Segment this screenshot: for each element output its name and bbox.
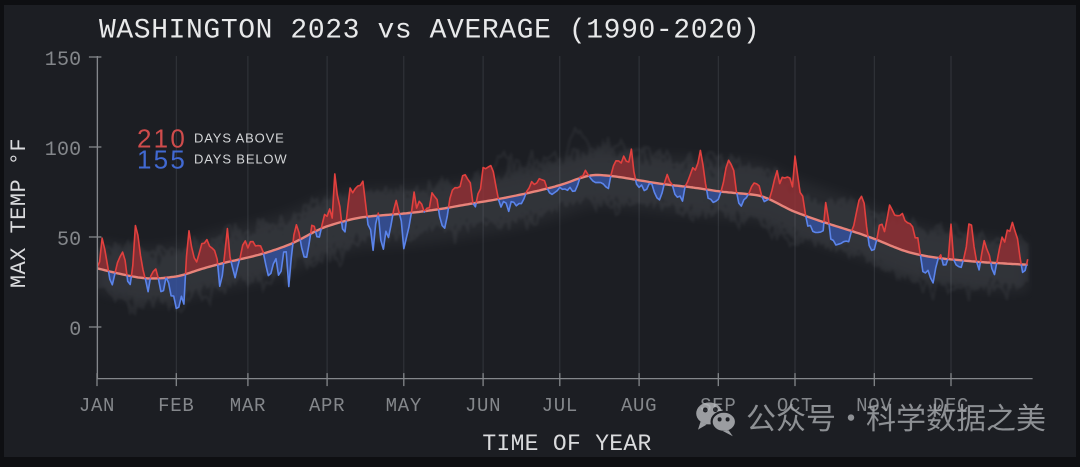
svg-text:150: 150 bbox=[45, 49, 82, 72]
svg-text:AUG: AUG bbox=[621, 395, 657, 417]
svg-text:APR: APR bbox=[309, 395, 345, 417]
svg-text:FEB: FEB bbox=[158, 395, 194, 417]
svg-text:TIME OF YEAR: TIME OF YEAR bbox=[482, 431, 651, 457]
svg-text:210: 210 bbox=[137, 124, 187, 154]
svg-text:JUN: JUN bbox=[465, 395, 501, 417]
svg-text:WASHINGTON 2023 vs AVERAGE (19: WASHINGTON 2023 vs AVERAGE (1990-2020) bbox=[99, 16, 760, 47]
svg-text:DAYS BELOW: DAYS BELOW bbox=[194, 152, 288, 167]
svg-text:JAN: JAN bbox=[79, 395, 115, 417]
svg-text:100: 100 bbox=[45, 139, 82, 162]
svg-text:MAR: MAR bbox=[230, 395, 266, 417]
svg-text:JUL: JUL bbox=[542, 395, 578, 417]
svg-text:0: 0 bbox=[69, 319, 81, 342]
svg-text:MAX TEMP °F: MAX TEMP °F bbox=[7, 138, 32, 288]
svg-text:155: 155 bbox=[137, 145, 187, 175]
svg-text:DAYS ABOVE: DAYS ABOVE bbox=[194, 131, 285, 146]
svg-text:50: 50 bbox=[57, 229, 81, 252]
svg-text:MAY: MAY bbox=[386, 395, 422, 417]
